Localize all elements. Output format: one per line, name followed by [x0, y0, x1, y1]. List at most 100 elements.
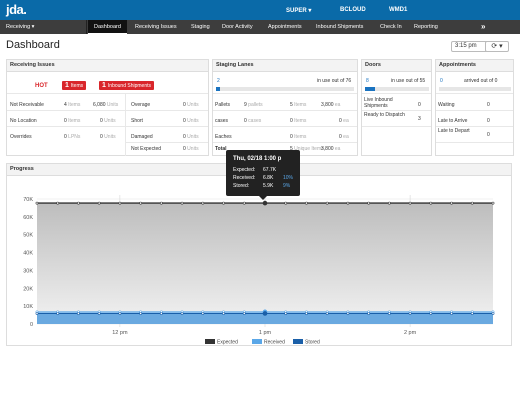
- data-point: [159, 312, 163, 315]
- doors-value[interactable]: 3: [418, 116, 421, 122]
- legend-swatch: [252, 339, 262, 344]
- tab-staging[interactable]: Staging: [191, 24, 210, 30]
- row-divider: [125, 142, 208, 143]
- appointments-arrived-count[interactable]: 0: [440, 78, 443, 84]
- legend-swatch: [205, 339, 215, 344]
- receiving-issues-panel: Receiving Issues HOT 1 Items 1 Inbound Shi…: [6, 59, 209, 156]
- refresh-button[interactable]: ⟳ ▾: [485, 41, 509, 52]
- issue-count-2[interactable]: 0 Units: [183, 146, 199, 152]
- y-tick-label: 0: [30, 322, 33, 328]
- issue-count-2[interactable]: 0 Units: [183, 118, 199, 124]
- staging-units: 3,800 ea: [321, 102, 341, 108]
- doors-in-use-count[interactable]: 8: [366, 78, 369, 84]
- issue-count-2[interactable]: 0 Units: [183, 134, 199, 140]
- nav-divider: [86, 20, 87, 34]
- issue-count-2[interactable]: 0 Units: [183, 102, 199, 108]
- staging-count[interactable]: 9 pallets: [244, 102, 263, 108]
- user-menu[interactable]: SUPER ▾: [286, 8, 312, 14]
- data-point: [242, 201, 246, 205]
- row-divider: [7, 126, 208, 127]
- expand-nav-icon[interactable]: »: [481, 22, 486, 31]
- warehouse-menu[interactable]: WMD1: [389, 7, 408, 13]
- issue-label: Not Receivable: [10, 102, 44, 108]
- x-tick-label: 12 pm: [112, 330, 128, 336]
- tab-inbound-shipments[interactable]: Inbound Shipments: [316, 24, 364, 30]
- app-logo[interactable]: jda.: [6, 2, 27, 17]
- legend-label: Expected: [217, 340, 238, 346]
- tab-appointments[interactable]: Appointments: [268, 24, 302, 30]
- data-point: [470, 312, 474, 315]
- page-title: Dashboard: [6, 39, 60, 51]
- tab-receiving-issues[interactable]: Receiving Issues: [135, 24, 177, 30]
- data-point: [56, 201, 60, 205]
- doors-label: Live Inbound Shipments: [364, 97, 393, 109]
- staging-items[interactable]: 0 Items: [290, 134, 307, 140]
- data-point: [242, 312, 246, 315]
- issue-label: Overrides: [10, 134, 32, 140]
- hot-items-badge[interactable]: 1 Items: [62, 81, 87, 90]
- staging-label: Pallets: [215, 102, 231, 108]
- hot-shipments-badge[interactable]: 1 Inbound Shipments: [99, 81, 154, 90]
- staging-in-use-text: in use out of 76: [317, 78, 352, 84]
- doors-value[interactable]: 0: [418, 102, 421, 108]
- tooltip-label: Received:: [233, 175, 256, 181]
- data-point: [305, 312, 308, 315]
- data-point: [222, 201, 225, 205]
- row-divider: [362, 110, 431, 111]
- issue-label-2: Overage: [131, 102, 151, 108]
- data-point: [201, 201, 205, 205]
- facility-menu[interactable]: BCLOUD: [340, 7, 366, 13]
- doors-label: Ready to Dispatch: [364, 112, 405, 118]
- y-tick-label: 50K: [23, 233, 33, 239]
- issue-count[interactable]: 0 Items: [64, 118, 81, 124]
- tab-door-activity[interactable]: Door Activity: [222, 24, 253, 30]
- tooltip-value: 6.8K: [263, 175, 274, 181]
- appointment-value[interactable]: 0: [487, 132, 490, 138]
- data-point: [77, 312, 80, 315]
- progress-chart[interactable]: 0 10K 20K 30K 40K 50K 60K 70K 12 pm 1 pm 2 pm Expec…: [7, 176, 511, 346]
- y-tick-label: 70K: [23, 197, 33, 203]
- data-point: [450, 312, 453, 315]
- module-dropdown[interactable]: Receiving ▾: [6, 24, 35, 30]
- row-divider: [7, 93, 208, 94]
- data-point: [77, 201, 80, 205]
- row-divider: [213, 126, 357, 127]
- panel-title: Doors: [362, 60, 431, 72]
- issue-count[interactable]: 4 Items: [64, 102, 81, 108]
- row-divider: [7, 110, 208, 111]
- data-point: [429, 312, 433, 315]
- staging-items[interactable]: 0 Items: [290, 118, 307, 124]
- data-point: [408, 312, 412, 315]
- staging-in-use-count[interactable]: 2: [217, 78, 220, 84]
- appointment-value[interactable]: 0: [487, 102, 490, 108]
- tooltip-percent: 10%: [283, 175, 294, 181]
- y-tick-label: 10K: [23, 304, 33, 310]
- staging-count[interactable]: 0 cases: [244, 118, 262, 124]
- issue-label-2: Damaged: [131, 134, 153, 140]
- issue-count[interactable]: 0 LPNs: [64, 134, 81, 140]
- y-tick-label: 40K: [23, 251, 33, 257]
- issue-units: 6,080 Units: [93, 102, 119, 108]
- row-divider: [436, 93, 513, 94]
- data-point: [118, 201, 122, 205]
- top-bar: jda. SUPER ▾ BCLOUD WMD1: [0, 0, 520, 20]
- legend-label: Received: [264, 340, 285, 346]
- data-point: [284, 201, 288, 205]
- data-point: [387, 201, 391, 205]
- data-point: [284, 312, 288, 315]
- tooltip-percent: 9%: [283, 183, 291, 189]
- chart-tooltip: Thu, 02/18 1:00 p Expected: 67.7K Receiv…: [226, 150, 300, 200]
- legend-swatch: [293, 339, 303, 344]
- staging-total-label: Total: [215, 146, 227, 152]
- panel-title: Receiving Issues: [7, 60, 208, 72]
- appointment-value[interactable]: 0: [487, 118, 490, 124]
- staging-total-items[interactable]: 5 Unique Items: [290, 146, 324, 152]
- tab-reporting[interactable]: Reporting: [414, 24, 438, 30]
- staging-items[interactable]: 5 Items: [290, 102, 307, 108]
- data-point: [367, 201, 371, 205]
- data-point: [180, 201, 184, 205]
- tab-check-in[interactable]: Check In: [380, 24, 402, 30]
- y-tick-label: 60K: [23, 215, 33, 221]
- tab-dashboard[interactable]: Dashboard: [88, 20, 127, 34]
- data-point: [262, 200, 268, 206]
